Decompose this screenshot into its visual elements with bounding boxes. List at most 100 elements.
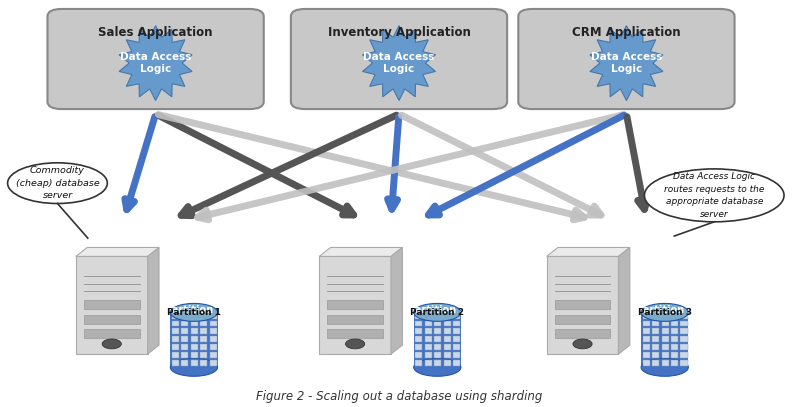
Text: Figure 2 - Scaling out a database using sharding: Figure 2 - Scaling out a database using …: [256, 390, 542, 403]
Bar: [453, 328, 460, 334]
Bar: [671, 321, 678, 326]
Ellipse shape: [641, 304, 689, 322]
Bar: [652, 360, 659, 366]
FancyBboxPatch shape: [555, 315, 610, 324]
Bar: [181, 352, 188, 358]
Bar: [662, 344, 669, 350]
Bar: [681, 328, 688, 334]
Polygon shape: [590, 26, 663, 101]
Circle shape: [102, 339, 121, 349]
Text: Data Access
Logic: Data Access Logic: [120, 52, 192, 74]
FancyBboxPatch shape: [290, 9, 508, 109]
Text: Commodity
(cheap) database
server: Commodity (cheap) database server: [16, 166, 99, 200]
Bar: [453, 313, 460, 319]
Bar: [434, 360, 441, 366]
Text: Partition 1: Partition 1: [165, 305, 223, 315]
Bar: [210, 352, 217, 358]
Bar: [172, 336, 179, 342]
Bar: [671, 360, 678, 366]
Bar: [681, 313, 688, 319]
Bar: [425, 352, 432, 358]
Bar: [662, 336, 669, 342]
FancyBboxPatch shape: [555, 329, 610, 338]
Bar: [172, 360, 179, 366]
Bar: [642, 313, 650, 319]
Ellipse shape: [641, 359, 689, 376]
Bar: [415, 352, 422, 358]
Bar: [425, 360, 432, 366]
Bar: [453, 360, 460, 366]
Bar: [444, 313, 451, 319]
Bar: [681, 352, 688, 358]
Bar: [172, 352, 179, 358]
Bar: [200, 344, 207, 350]
Polygon shape: [547, 247, 630, 256]
Bar: [200, 352, 207, 358]
Bar: [210, 328, 217, 334]
Bar: [425, 313, 432, 319]
Polygon shape: [391, 247, 402, 354]
Bar: [652, 321, 659, 326]
Bar: [444, 321, 451, 326]
Circle shape: [346, 339, 365, 349]
Bar: [642, 321, 650, 326]
Bar: [210, 313, 217, 319]
Bar: [444, 328, 451, 334]
Bar: [434, 313, 441, 319]
Bar: [652, 313, 659, 319]
Bar: [671, 352, 678, 358]
Text: Partition 1: Partition 1: [167, 308, 221, 317]
Bar: [415, 321, 422, 326]
Bar: [681, 336, 688, 342]
Bar: [415, 313, 422, 319]
Bar: [444, 344, 451, 350]
Text: Data Access Logic
routes requests to the
appropriate database
server: Data Access Logic routes requests to the…: [664, 172, 764, 219]
Bar: [210, 321, 217, 326]
Polygon shape: [170, 313, 218, 368]
Bar: [662, 328, 669, 334]
Bar: [181, 360, 188, 366]
Ellipse shape: [170, 304, 218, 322]
Bar: [652, 328, 659, 334]
Bar: [642, 344, 650, 350]
Bar: [671, 313, 678, 319]
Bar: [181, 344, 188, 350]
Bar: [425, 321, 432, 326]
Ellipse shape: [413, 359, 461, 376]
Bar: [671, 336, 678, 342]
Bar: [181, 328, 188, 334]
Bar: [200, 313, 207, 319]
Bar: [662, 352, 669, 358]
Bar: [210, 344, 217, 350]
Bar: [415, 360, 422, 366]
Bar: [415, 344, 422, 350]
Bar: [453, 336, 460, 342]
Ellipse shape: [7, 163, 107, 204]
Bar: [652, 352, 659, 358]
Polygon shape: [362, 26, 436, 101]
Polygon shape: [148, 247, 159, 354]
Bar: [415, 336, 422, 342]
Bar: [200, 336, 207, 342]
Text: CRM Application: CRM Application: [572, 26, 681, 39]
Bar: [681, 321, 688, 326]
Bar: [200, 321, 207, 326]
Bar: [444, 352, 451, 358]
Bar: [434, 336, 441, 342]
Bar: [453, 321, 460, 326]
Bar: [444, 336, 451, 342]
Bar: [444, 360, 451, 366]
Bar: [425, 344, 432, 350]
Text: Partition 2: Partition 2: [409, 305, 466, 315]
Bar: [642, 360, 650, 366]
Bar: [652, 336, 659, 342]
Bar: [210, 336, 217, 342]
FancyBboxPatch shape: [48, 9, 263, 109]
Text: Sales Application: Sales Application: [98, 26, 213, 39]
Polygon shape: [76, 247, 159, 256]
Bar: [191, 352, 198, 358]
Text: Data Access
Logic: Data Access Logic: [363, 52, 435, 74]
FancyBboxPatch shape: [84, 329, 140, 338]
Polygon shape: [618, 247, 630, 354]
Bar: [200, 328, 207, 334]
